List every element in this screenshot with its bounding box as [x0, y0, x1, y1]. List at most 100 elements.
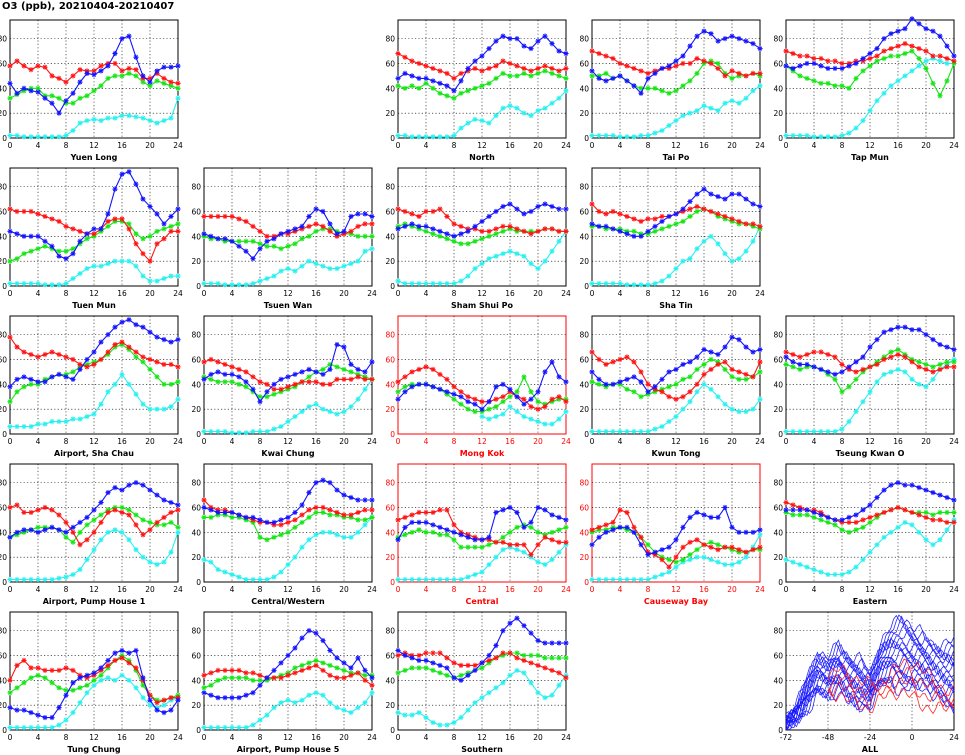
- panel-central-western-series-cyan-point: [348, 534, 354, 540]
- panel-airport-sha-chau-series-blue-point: [35, 379, 41, 385]
- panel-north-series-cyan-point: [402, 132, 408, 139]
- panel-tung-chung-series-blue-point: [154, 707, 160, 713]
- panel-tai-po-xtick-label: 0: [590, 141, 595, 150]
- panel-tsuen-wan-series-blue-point: [285, 228, 291, 234]
- panel-central-series-red-point: [528, 552, 534, 558]
- panel-kwai-chung-series-blue-point: [236, 374, 242, 380]
- panel-north-series-green-point: [486, 80, 492, 86]
- panel-tsuen-wan-xtick-label: 4: [230, 289, 235, 298]
- panel-airport-pump-house-1-series-red-point: [140, 532, 146, 538]
- panel-mong-kok-series-green-point: [472, 409, 478, 415]
- panel-tseung-kwan-o-series-red-point: [909, 359, 915, 365]
- panel-north-series-blue-point: [395, 75, 401, 81]
- panel-mong-kok-series-cyan-point: [521, 414, 527, 420]
- panel-north-xtick-label: 0: [396, 141, 401, 150]
- panel-central-series-green-point: [479, 544, 485, 550]
- panel-southern-series-cyan-point: [493, 685, 499, 691]
- panel-kwai-chung-series-red-point: [320, 381, 326, 387]
- panel-north-series-cyan-point: [423, 134, 429, 140]
- panel-central-series-blue-point: [423, 519, 429, 525]
- panel-yuen-long-xtick-label: 16: [117, 141, 127, 150]
- panel-tai-po-series-red-point: [701, 58, 707, 64]
- panel-tseung-kwan-o-series-cyan-point: [916, 381, 922, 387]
- panel-eastern-series-cyan-point: [825, 571, 831, 578]
- panel-sham-shui-po-series-blue-point: [535, 203, 541, 210]
- panel-airport-sha-chau-series-red-point: [14, 344, 20, 350]
- panel-sham-shui-po-series-red-point: [542, 226, 548, 232]
- panel-airport-sha-chau-series-green-point: [21, 384, 27, 390]
- panel-north-series-green-point: [395, 83, 401, 89]
- panel-causeway-bay-series-blue-point: [596, 534, 602, 540]
- panel-north-series-green-point: [409, 83, 415, 89]
- panel-tung-chung-series-red-point: [28, 665, 34, 671]
- panel-central-series-red-point: [535, 542, 541, 548]
- panel-central-series-blue-point: [416, 519, 422, 525]
- panel-airport-sha-chau-series-red-point: [42, 351, 48, 358]
- panel-yuen-long-series-cyan-point: [119, 113, 125, 119]
- panel-tsuen-wan-series-blue-point: [320, 208, 326, 215]
- panel-kwai-chung-series-blue-point: [271, 381, 277, 387]
- panel-mong-kok-series-blue-point: [542, 369, 548, 375]
- panel-north-xtick-label: 16: [505, 141, 515, 150]
- panel-tsuen-wan-ytick-label: 0: [196, 282, 201, 291]
- panel-tsuen-wan-series-cyan-point: [320, 263, 326, 269]
- panel-sha-tin-series-red-point: [750, 221, 756, 227]
- panel-mong-kok-series-cyan-point: [486, 416, 492, 422]
- panel-central-series-blue-point: [493, 509, 499, 516]
- panel-north-ytick-label: 20: [385, 109, 395, 118]
- panel-southern-series-cyan-point: [402, 712, 408, 718]
- panel-airport-pump-house-5-ytick-label: 60: [191, 651, 201, 660]
- panel-sha-tin-series-red-point: [736, 218, 742, 225]
- panel-tung-chung-series-red-point: [168, 695, 174, 701]
- panel-tsuen-wan-series-cyan-point: [264, 275, 270, 282]
- panel-sham-shui-po-series-red-point: [563, 228, 569, 234]
- panel-southern-series-cyan-point: [479, 695, 485, 701]
- panel-all-ytick-label: 0: [778, 726, 783, 735]
- panel-tsuen-wan-ytick-label: 80: [191, 183, 201, 192]
- panel-tsuen-wan-series-blue-point: [264, 238, 270, 244]
- panel-airport-pump-house-1-series-blue-point: [168, 499, 174, 506]
- panel-airport-pump-house-5-ytick-label: 80: [191, 627, 201, 636]
- panel-tap-mun-series-cyan-point: [832, 134, 838, 140]
- panel-tung-chung-series-green-point: [21, 680, 27, 686]
- panel-tsuen-wan-series-cyan-point: [243, 282, 249, 288]
- panel-sha-tin-series-green-point: [673, 221, 679, 227]
- panel-tsuen-wan-series-red-point: [348, 228, 354, 234]
- panel-kwai-chung-series-red-point: [299, 379, 305, 385]
- panel-central-series-green-point: [563, 524, 569, 530]
- panel-yuen-long-series-blue-point: [42, 95, 48, 101]
- panel-tsuen-wan-title: Tsuen Wan: [264, 301, 313, 310]
- panel-tuen-mun-series-green-point: [154, 228, 160, 234]
- panel-southern-series-cyan-point: [535, 690, 541, 696]
- panel-airport-pump-house-1-series-blue-point: [175, 502, 181, 508]
- panel-tuen-mun-series-green-point: [35, 246, 41, 252]
- panel-tai-po-series-cyan-point: [666, 122, 672, 129]
- panel-tuen-mun-series-cyan-point: [168, 273, 174, 279]
- panel-all-blue-trace: [785, 644, 955, 725]
- panel-mong-kok-series-cyan-point: [514, 409, 520, 415]
- panel-tap-mun-series-cyan-point: [874, 98, 880, 104]
- panel-airport-pump-house-1-series-green-point: [119, 504, 125, 511]
- panel-mong-kok-ytick-label: 40: [385, 380, 395, 389]
- panel-tap-mun-xtick-label: 0: [784, 141, 789, 150]
- panel-kwun-tong-series-red-point: [659, 389, 665, 395]
- panel-airport-sha-chau-series-red-point: [119, 339, 125, 345]
- panel-tsuen-wan-series-green-point: [243, 238, 249, 244]
- panel-central-title: Central: [466, 597, 499, 606]
- panel-eastern-series-blue-point: [860, 507, 866, 513]
- panel-tung-chung-series-red-point: [21, 657, 27, 664]
- panel-mong-kok-series-red-point: [549, 396, 555, 402]
- panel-eastern-series-cyan-point: [804, 564, 810, 570]
- panel-kwun-tong-series-cyan-point: [624, 428, 630, 435]
- panel-tung-chung-series-cyan-point: [63, 717, 69, 723]
- panel-airport-pump-house-1-series-red-point: [119, 509, 125, 516]
- panel-tuen-mun-series-green-point: [14, 256, 20, 262]
- panel-southern-series-cyan-point: [507, 672, 513, 678]
- panel-sha-tin-xtick-label: 0: [590, 289, 595, 298]
- panel-airport-pump-house-5-series-green-point: [334, 665, 340, 671]
- panel-tap-mun-series-blue-point: [867, 50, 873, 57]
- panel-kwai-chung-title: Kwai Chung: [261, 449, 314, 458]
- panel-yuen-long-series-blue-point: [133, 54, 139, 60]
- panel-sham-shui-po-series-cyan-point: [437, 280, 443, 287]
